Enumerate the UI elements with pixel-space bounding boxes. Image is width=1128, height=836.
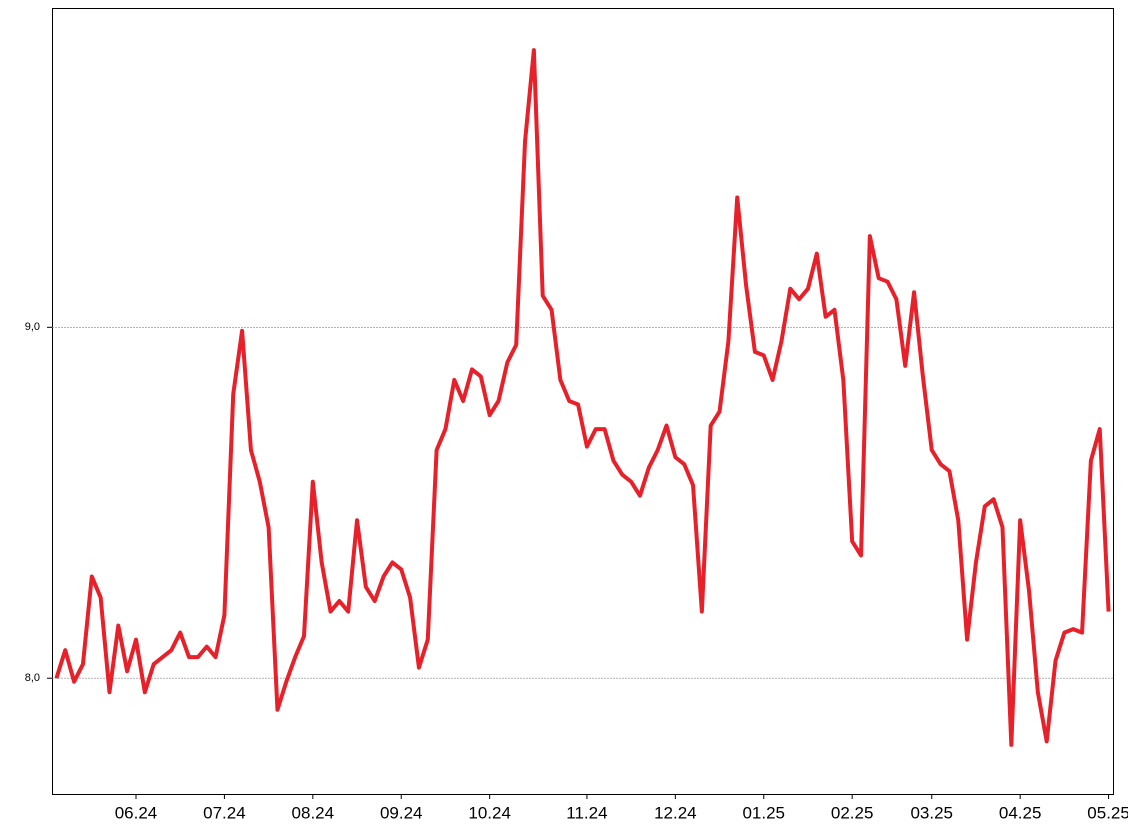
x-tick-label: 05.25: [1087, 803, 1128, 822]
x-tick-label: 12.24: [654, 803, 697, 822]
y-tick-label: 9,0: [25, 321, 40, 333]
y-tick-label: 8,0: [25, 672, 40, 684]
data-line: [54, 48, 1111, 747]
plot-frame: [52, 8, 1114, 795]
x-tick-label: 08.24: [292, 803, 335, 822]
x-tick-label: 01.25: [742, 803, 785, 822]
x-tick-label: 09.24: [380, 803, 423, 822]
x-tick-label: 03.25: [910, 803, 953, 822]
x-tick-label: 07.24: [203, 803, 246, 822]
x-tick-label: 11.24: [566, 803, 607, 822]
x-tick-label: 04.25: [999, 803, 1042, 822]
x-tick-label: 06.24: [115, 803, 158, 822]
x-tick-label: 02.25: [831, 803, 874, 822]
x-tick-label: 10.24: [468, 803, 511, 822]
